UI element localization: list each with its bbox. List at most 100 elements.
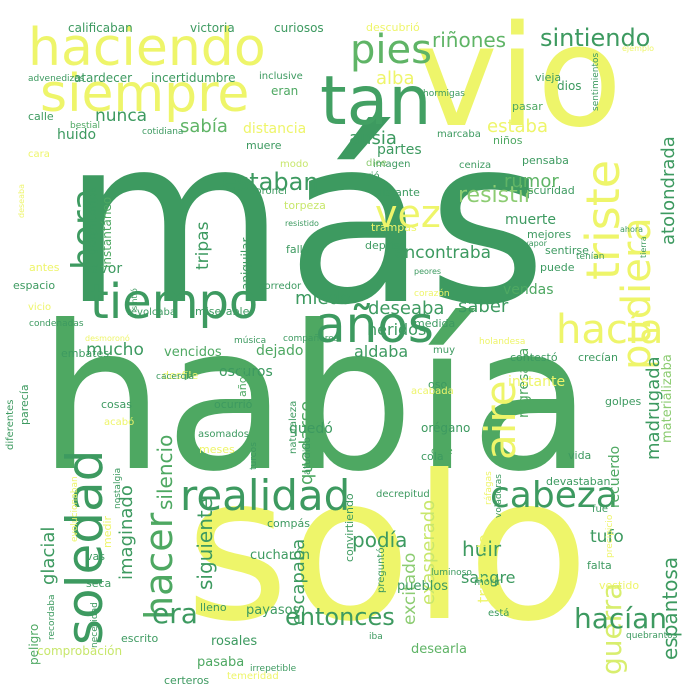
cloud-word: preguntó [376, 547, 387, 593]
cloud-word: resistir [458, 183, 533, 208]
cloud-word: revolcaba [127, 307, 176, 318]
cloud-word: asomados [198, 429, 250, 440]
cloud-word: decrepitud [376, 489, 430, 500]
cloud-word: torpeza [284, 199, 326, 212]
cloud-word: pasar [512, 100, 543, 113]
cloud-word: peligro [27, 623, 41, 665]
cloud-word: distancia [243, 121, 307, 137]
cloud-word: meses [199, 443, 235, 456]
cloud-word: marcaba [437, 129, 481, 140]
cloud-word: acabada [411, 386, 454, 397]
cloud-word: tierra [639, 236, 648, 258]
cloud-word: acabó [104, 417, 135, 428]
cloud-word: aldaba [354, 342, 409, 361]
cloud-word: miserable [195, 305, 250, 318]
cloud-word: más [62, 89, 547, 356]
cloud-word: rosales [211, 634, 258, 649]
cloud-word: mucho [86, 340, 144, 360]
cloud-word: tan [320, 62, 432, 141]
cloud-word: tripas [193, 221, 213, 270]
cloud-word: era [152, 597, 198, 630]
cloud-word: escrito [121, 632, 159, 645]
cloud-word: parecía [18, 384, 31, 425]
cloud-word: antes [29, 261, 60, 274]
cloud-word: falta [587, 559, 612, 572]
cloud-word: alba [376, 68, 415, 89]
cloud-word: sangre [461, 568, 516, 587]
cloud-word: distante [375, 186, 420, 199]
cloud-word: pueblos [397, 579, 449, 594]
cloud-word: temeridad [227, 671, 279, 682]
cloud-word: siguiente [193, 497, 217, 590]
cloud-word: pensaba [522, 154, 569, 167]
cloud-word: había [38, 283, 593, 516]
cloud-word: compañeros [283, 334, 339, 344]
cloud-word: hacía [556, 307, 664, 353]
cloud-word: mejores [527, 228, 572, 241]
cloud-word: victoria [190, 21, 235, 35]
cloud-word: materializaba [660, 354, 675, 443]
cloud-word: sabía [180, 116, 228, 137]
cloud-word: atolondrada [658, 136, 679, 245]
cloud-word: atardecer [74, 71, 133, 85]
cloud-word: desearla [411, 642, 467, 657]
cloud-word: solo [185, 433, 590, 666]
cloud-word: atudido [302, 437, 313, 475]
cloud-word: medir [101, 515, 114, 548]
cloud-word: heridos [367, 320, 427, 339]
cloud-word: necesidad [90, 602, 100, 648]
cloud-word: luminoso [431, 568, 472, 578]
cloud-word: modo [280, 159, 309, 170]
cloud-word: convirtiendo [343, 493, 356, 562]
cloud-word: lleno [200, 601, 227, 614]
cloud-word: podía [352, 528, 408, 552]
cloud-word: siempre [40, 64, 250, 124]
cloud-word: fue [592, 504, 609, 515]
cloud-word: imagen [373, 159, 411, 170]
cloud-word: ceniza [459, 160, 492, 171]
cloud-word: miedo [295, 288, 352, 309]
cloud-word: pavor [82, 261, 123, 277]
cloud-word: cacerola [156, 372, 194, 382]
cloud-word: falla [286, 243, 310, 256]
cloud-word: glacial [38, 526, 59, 585]
cloud-word: inclusive [259, 71, 303, 82]
cloud-word: está [488, 608, 510, 619]
cloud-word: vencidos [164, 345, 222, 360]
cloud-word: años [315, 296, 434, 354]
cloud-word: diferentes [5, 399, 16, 450]
cloud-word: voladoras [494, 474, 504, 518]
cloud-word: espacio [13, 279, 56, 292]
cloud-word: golpes [605, 395, 642, 408]
cloud-word: vicio [28, 302, 52, 313]
cloud-word: vieja [535, 71, 562, 84]
cloud-word: dormitorios [85, 186, 99, 255]
cloud-word: deseaba [17, 184, 26, 218]
cloud-word: irrepetible [250, 664, 297, 674]
cloud-word: cosas [101, 398, 132, 411]
cloud-word: haciendo [28, 18, 266, 78]
cloud-word: eran [271, 84, 299, 98]
cloud-word: silencio [153, 434, 177, 510]
cloud-word: entonces [285, 603, 395, 631]
cloud-word: deseaba [368, 298, 445, 319]
cloud-word: dice [366, 158, 387, 169]
cloud-word: cola [421, 450, 444, 463]
cloud-word: niños [493, 134, 523, 147]
cloud-word: huido [57, 127, 97, 143]
cloud-word: recordaba [47, 594, 57, 641]
cloud-word: ocurrió [214, 398, 253, 411]
cloud-word: cotidiana [142, 127, 184, 137]
cloud-word: oso [428, 378, 448, 391]
cloud-word: advenedizos [28, 74, 85, 84]
cloud-word: desfile [162, 369, 199, 382]
cloud-word: evolucionaban [70, 476, 80, 542]
cloud-word: tratando [474, 534, 493, 603]
cloud-word: tenían [576, 252, 605, 262]
cloud-word: precipicio [605, 514, 615, 558]
cloud-word: hacían [574, 602, 667, 635]
cloud-word: música [234, 336, 267, 346]
cloud-word: cree [431, 446, 453, 457]
cloud-word: corredor [259, 281, 302, 292]
cloud-word: huir [462, 537, 502, 561]
